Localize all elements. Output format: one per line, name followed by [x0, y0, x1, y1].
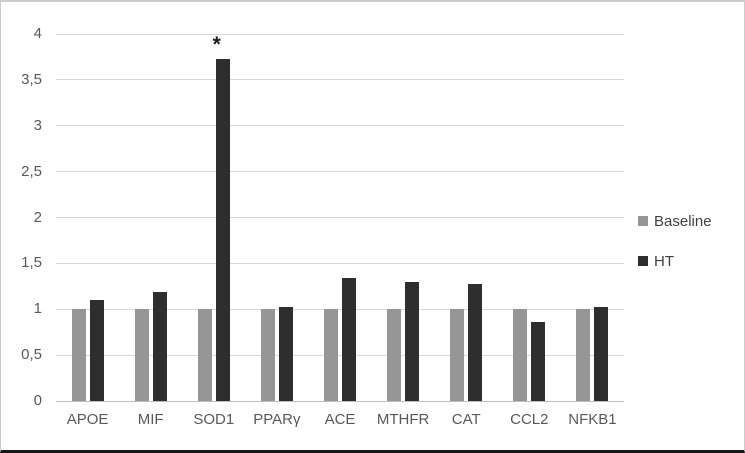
bar-ht-pparγ — [278, 307, 293, 401]
bar-baseline-ace — [324, 309, 338, 401]
y-axis-tick-label: 2 — [33, 208, 42, 226]
gridline — [56, 308, 624, 310]
bar-baseline-ccl2 — [513, 309, 528, 401]
x-axis-category-label: PPARγ — [253, 411, 301, 428]
y-axis-tick-label: 2,5 — [21, 162, 42, 180]
x-axis-category-label: CAT — [451, 411, 481, 428]
x-axis-category-label: NFKB1 — [568, 411, 617, 428]
y-axis-tick-label: 3 — [33, 116, 42, 134]
bar-baseline-sod1 — [197, 309, 212, 401]
y-axis-tick-label: 1 — [33, 300, 42, 318]
bar-ht-cat — [468, 284, 483, 401]
bar-baseline-nfkb1 — [576, 309, 591, 401]
x-axis-category-label: SOD1 — [193, 411, 235, 428]
bar-ht-ccl2 — [531, 322, 546, 401]
legend-swatch-icon — [638, 256, 648, 266]
legend-label: HT — [654, 252, 674, 270]
significance-asterisk: * — [212, 32, 221, 56]
gridline — [56, 125, 624, 127]
bar-ht-mif — [152, 291, 167, 401]
x-axis-category-label: CCL2 — [510, 411, 549, 428]
bar-ht-sod1 — [215, 58, 230, 401]
x-axis-category-label: APOE — [66, 411, 109, 428]
bar-baseline-mif — [134, 309, 149, 401]
legend-label: Baseline — [654, 212, 712, 230]
x-axis-category-label: ACE — [324, 411, 356, 428]
x-axis-category-label: MIF — [137, 411, 164, 428]
bar-ht-apoe — [89, 300, 104, 401]
gridline — [56, 33, 624, 35]
gridline — [56, 354, 624, 356]
bar-baseline-pparγ — [260, 309, 275, 401]
y-axis-tick-label: 4 — [33, 25, 42, 42]
bar-ht-nfkb1 — [594, 307, 609, 401]
bar-ht-mthfr — [405, 281, 420, 401]
bar-ht-ace — [342, 278, 356, 401]
legend-swatch-icon — [638, 216, 648, 226]
gridline — [56, 171, 624, 173]
gridline — [56, 217, 624, 218]
gridline — [56, 79, 624, 81]
bar-baseline-apoe — [71, 309, 86, 401]
y-axis-tick-label: 0 — [33, 392, 42, 409]
bar-baseline-mthfr — [387, 309, 402, 401]
x-axis-line — [56, 400, 624, 402]
y-axis-tick-label: 3,5 — [21, 70, 42, 88]
bar-baseline-cat — [450, 309, 465, 401]
x-axis-category-label: MTHFR — [376, 411, 430, 428]
y-axis-tick-label: 1,5 — [21, 254, 42, 272]
y-axis-tick-label: 0,5 — [21, 346, 42, 364]
legend-item-ht: HT — [638, 252, 674, 270]
gridline — [56, 262, 624, 264]
legend-item-baseline: Baseline — [638, 212, 712, 230]
